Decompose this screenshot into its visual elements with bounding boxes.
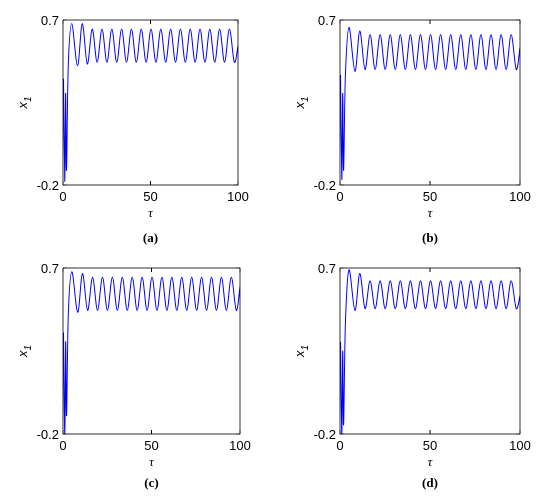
caption: (d) [422, 475, 438, 490]
panel: -0.2 0.7 0 50 100 τ x1 (d) [292, 261, 531, 490]
y-label-sub: 1 [300, 345, 311, 351]
x-axis-label: τ [428, 454, 434, 469]
y-label-sub: 1 [23, 96, 34, 102]
y-label-sub: 1 [300, 96, 311, 102]
y-axis-label: x1 [15, 96, 34, 109]
x-tick-label: 100 [509, 438, 531, 453]
data-line [340, 26, 520, 181]
y-axis-label: x1 [292, 96, 311, 109]
y-tick-label: -0.2 [314, 178, 336, 193]
x-tick-label: 0 [336, 438, 343, 453]
x-tick-label: 50 [143, 189, 157, 204]
y-label-main: x [15, 102, 30, 110]
y-tick-label: -0.2 [314, 427, 336, 442]
x-tick-label: 100 [509, 189, 531, 204]
y-tick-label: 0.7 [41, 13, 59, 28]
y-axis-label: x1 [292, 345, 311, 358]
plot-area [340, 26, 520, 181]
panel: -0.2 0.7 0 50 100 τ x1 (c) [15, 261, 251, 490]
plot-area [63, 271, 240, 434]
x-axis-label: τ [148, 205, 154, 220]
x-tick-label: 50 [423, 438, 437, 453]
panel: -0.2 0.7 0 50 100 τ x1 (b) [292, 13, 531, 245]
x-tick-label: 100 [227, 189, 249, 204]
caption: (b) [422, 230, 438, 245]
data-line [63, 23, 238, 182]
data-line [340, 269, 520, 434]
y-tick-label: 0.7 [318, 261, 336, 276]
y-label-main: x [15, 350, 30, 358]
data-line [63, 271, 240, 434]
y-tick-label: -0.2 [37, 178, 59, 193]
x-tick-label: 50 [144, 438, 158, 453]
plot-area [340, 269, 520, 434]
panel: -0.2 0.7 0 50 100 τ x1 (a) [15, 13, 249, 245]
y-axis-label: x1 [15, 345, 34, 358]
x-tick-label: 0 [336, 189, 343, 204]
y-tick-label: -0.2 [37, 427, 59, 442]
x-tick-label: 100 [229, 438, 251, 453]
caption: (a) [143, 230, 158, 245]
plot-area [63, 23, 238, 182]
y-label-sub: 1 [23, 345, 34, 351]
y-tick-label: 0.7 [318, 13, 336, 28]
y-label-main: x [292, 350, 307, 358]
x-tick-label: 0 [59, 438, 66, 453]
y-label-main: x [292, 102, 307, 110]
caption: (c) [144, 475, 158, 490]
y-tick-label: 0.7 [41, 261, 59, 276]
x-axis-label: τ [428, 205, 434, 220]
x-tick-label: 0 [59, 189, 66, 204]
x-tick-label: 50 [423, 189, 437, 204]
x-axis-label: τ [149, 454, 155, 469]
